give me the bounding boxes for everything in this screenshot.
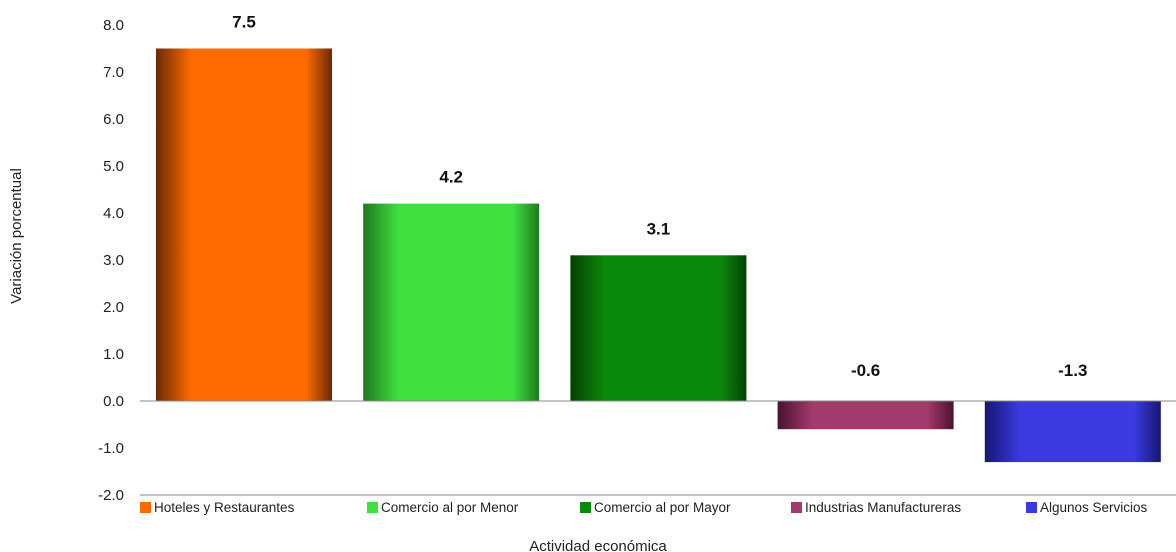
legend: Hoteles y Restaurantes Comercio al por Me… xyxy=(140,500,1148,515)
bar xyxy=(777,401,954,430)
legend-swatch xyxy=(1026,502,1037,513)
y-tick-label: 5.0 xyxy=(103,158,124,175)
bars xyxy=(156,48,1161,463)
legend-label: Industrias Manufactureras xyxy=(805,500,961,515)
legend-swatch xyxy=(367,502,378,513)
y-tick-label: 1.0 xyxy=(103,346,124,363)
bar xyxy=(570,255,747,401)
legend-label: Hoteles y Restaurantes xyxy=(154,500,295,515)
data-label: -1.3 xyxy=(1058,361,1087,380)
y-tick-label: 7.0 xyxy=(103,64,124,81)
legend-label: Algunos Servicios xyxy=(1040,500,1148,515)
x-axis-title: Actividad económica xyxy=(529,538,667,552)
data-label: -0.6 xyxy=(851,361,880,380)
y-axis-title: Variación porcentual xyxy=(8,168,25,304)
y-tick-label: 3.0 xyxy=(103,252,124,269)
y-tick-label: 6.0 xyxy=(103,111,124,128)
legend-label: Comercio al por Menor xyxy=(381,500,519,515)
data-label: 4.2 xyxy=(439,168,463,187)
legend-swatch xyxy=(580,502,591,513)
data-labels: 7.5 4.2 3.1 -0.6 -1.3 xyxy=(232,13,1087,381)
legend-swatch xyxy=(140,502,151,513)
bar xyxy=(156,48,332,401)
y-tick-label: 0.0 xyxy=(103,393,124,410)
legend-swatch xyxy=(791,502,802,513)
y-tick-label: -2.0 xyxy=(98,487,124,504)
data-label: 7.5 xyxy=(232,13,256,32)
y-tick-label: 2.0 xyxy=(103,299,124,316)
y-tick-label: 4.0 xyxy=(103,205,124,222)
y-tick-label: -1.0 xyxy=(98,440,124,457)
legend-label: Comercio al por Mayor xyxy=(594,500,731,515)
y-tick-label: 8.0 xyxy=(103,17,124,34)
y-axis: -2.0 -1.0 0.0 1.0 2.0 3.0 4.0 5.0 6.0 7.0 8.0 xyxy=(98,17,124,504)
bar xyxy=(984,401,1161,463)
bar xyxy=(363,203,540,401)
data-label: 3.1 xyxy=(647,219,671,238)
